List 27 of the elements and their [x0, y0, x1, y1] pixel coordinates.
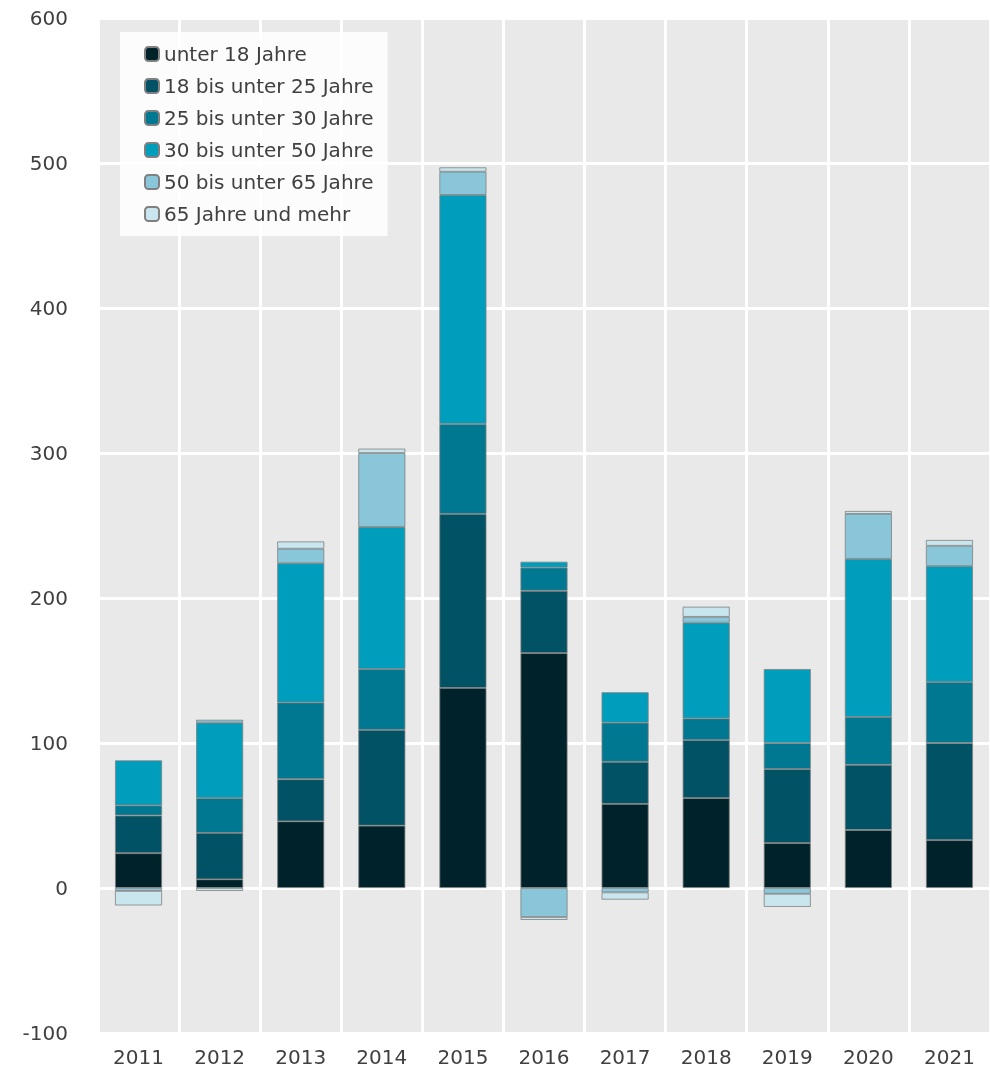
x-tick-label: 2016: [518, 1045, 570, 1069]
x-tick-label: 2011: [113, 1045, 164, 1069]
y-tick-label: 0: [55, 876, 68, 900]
y-tick-label: -100: [22, 1021, 68, 1045]
legend-label: 30 bis unter 50 Jahre: [164, 138, 374, 162]
legend-label: 25 bis unter 30 Jahre: [164, 106, 374, 130]
x-tick-label: 2014: [356, 1045, 408, 1069]
x-tick-label: 2015: [437, 1045, 489, 1069]
legend-label: 18 bis unter 25 Jahre: [164, 74, 374, 98]
legend-label: 50 bis unter 65 Jahre: [164, 170, 374, 194]
y-tick-label: 200: [29, 586, 68, 610]
x-tick-label: 2020: [842, 1045, 894, 1069]
x-tick-label: 2019: [761, 1045, 813, 1069]
y-tick-label: 600: [29, 6, 68, 30]
bar: [115, 890, 163, 906]
x-tick-label: 2017: [599, 1045, 651, 1069]
legend-label: unter 18 Jahre: [164, 42, 307, 66]
legend-label: 65 Jahre und mehr: [164, 202, 351, 226]
y-tick-label: 300: [29, 441, 68, 465]
x-tick-label: 2013: [275, 1045, 327, 1069]
y-tick-label: 400: [29, 296, 68, 320]
y-tick-label: 500: [29, 151, 68, 175]
bar: [601, 892, 649, 900]
x-tick-label: 2018: [680, 1045, 732, 1069]
y-tick-label: 100: [29, 731, 68, 755]
x-tick-label: 2021: [924, 1045, 975, 1069]
x-tick-label: 2012: [194, 1045, 246, 1069]
